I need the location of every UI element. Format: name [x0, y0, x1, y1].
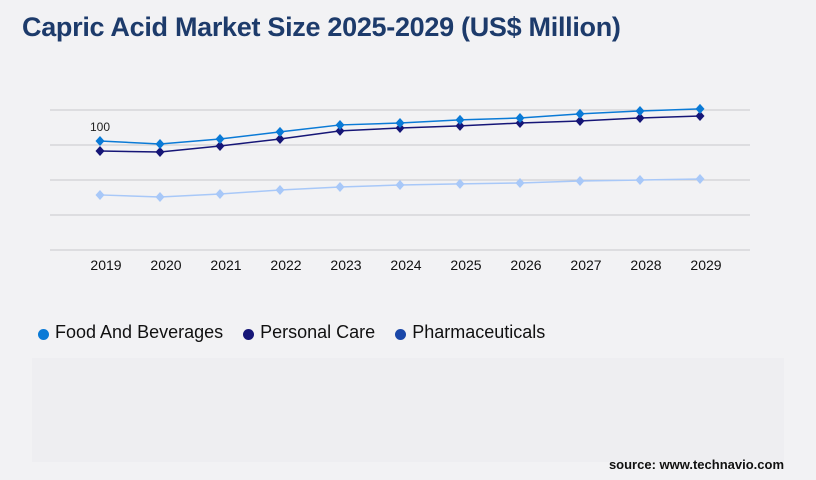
data-point [155, 192, 165, 203]
legend-item: Food And Beverages [38, 322, 223, 343]
x-tick-label: 2028 [630, 257, 661, 273]
source-text: source: www.technavio.com [608, 457, 784, 472]
legend-marker-icon [395, 328, 407, 340]
data-point [515, 177, 525, 188]
data-point [275, 185, 285, 196]
data-point [515, 117, 525, 128]
legend-marker-icon [243, 328, 255, 340]
data-point [95, 145, 105, 156]
x-tick-label: 2026 [510, 257, 541, 273]
data-point [395, 180, 405, 191]
data-point [635, 175, 645, 185]
x-tick-label: 2020 [150, 257, 181, 273]
background-panel [32, 358, 784, 462]
data-point [395, 122, 405, 133]
x-tick-label: 2029 [690, 257, 721, 273]
x-tick-label: 2025 [450, 257, 481, 273]
data-point [275, 126, 285, 137]
x-tick-label: 2023 [330, 257, 361, 273]
data-point [515, 112, 525, 123]
data-point [575, 175, 585, 186]
legend-label: Food And Beverages [55, 322, 224, 342]
legend-marker-icon [38, 328, 49, 340]
data-label: 100 [90, 120, 110, 134]
data-point [695, 174, 705, 185]
data-point [215, 140, 225, 151]
data-point [695, 110, 705, 121]
data-point [455, 120, 465, 131]
data-point [335, 181, 345, 192]
x-tick-label: 2019 [90, 257, 121, 273]
data-point [215, 188, 225, 199]
legend-item: Personal Care [243, 322, 375, 343]
data-point [275, 134, 285, 145]
x-tick-label: 2021 [210, 257, 241, 273]
data-point [155, 139, 165, 150]
legend-item: Pharmaceuticals [395, 322, 545, 343]
data-point [335, 119, 345, 130]
data-point [215, 134, 225, 145]
legend-label: Pharmaceuticals [412, 322, 546, 342]
legend: Food And Beverages Personal Care Pharmaceu… [38, 322, 545, 343]
data-point [455, 178, 465, 189]
data-point [335, 125, 345, 136]
data-point [575, 116, 585, 127]
data-point [695, 103, 705, 114]
x-tick-label: 2024 [390, 257, 421, 273]
data-point [575, 108, 585, 119]
data-point [635, 112, 645, 123]
data-point [155, 146, 165, 157]
data-point [455, 114, 465, 125]
x-tick-label: 2022 [270, 257, 301, 273]
legend-label: Personal Care [260, 322, 376, 342]
chart-title: Capric Acid Market Size 2025-2029 (US$ M… [22, 12, 621, 42]
data-point [395, 117, 405, 128]
line-chart: 2019 2020 2021 2022 2023 2024 2025 2026 2027 2028… [50, 103, 750, 273]
data-point [635, 105, 645, 116]
data-point [95, 135, 105, 146]
x-tick-label: 2027 [570, 257, 601, 273]
data-point [95, 189, 105, 200]
